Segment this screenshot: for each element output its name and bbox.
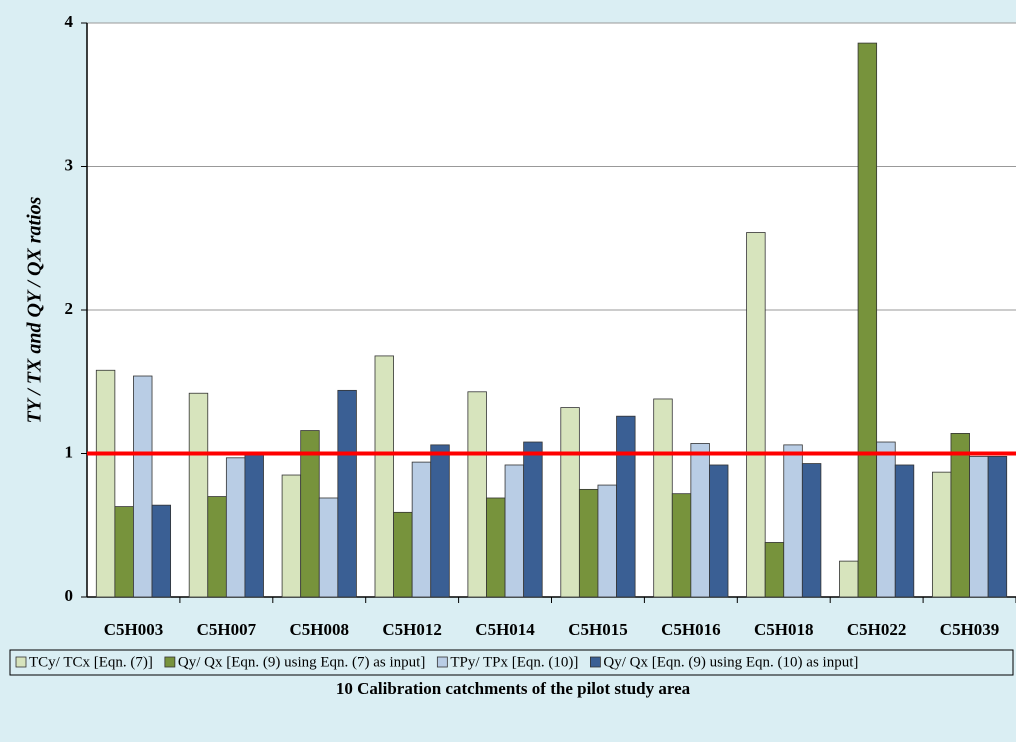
x-tick-label: C5H008 <box>290 620 350 639</box>
bar <box>987 455 1008 598</box>
bar <box>300 430 320 598</box>
bar <box>597 484 617 598</box>
legend-swatch <box>590 656 601 668</box>
legend <box>9 649 1014 676</box>
bar <box>969 455 989 598</box>
x-tick-label: C5H015 <box>568 620 628 639</box>
x-tick-label: C5H003 <box>104 620 164 639</box>
bar <box>467 391 487 598</box>
bar <box>616 415 636 598</box>
bar <box>225 457 246 598</box>
bar <box>783 444 803 598</box>
bar <box>764 542 785 598</box>
bar <box>671 493 692 598</box>
legend-label: TPy/ TPx [Eqn. (10)] <box>450 654 578 670</box>
x-tick-label: C5H022 <box>847 620 907 639</box>
bar <box>857 42 878 598</box>
bar <box>374 355 394 598</box>
bar <box>114 506 134 598</box>
y-tick-label: 2 <box>65 299 74 318</box>
bar <box>486 497 506 598</box>
bar <box>746 232 766 598</box>
x-tick-label: C5H007 <box>197 620 257 639</box>
bar <box>709 464 729 598</box>
x-tick-label: C5H039 <box>940 620 1000 639</box>
bar <box>876 441 896 598</box>
bar <box>894 464 915 598</box>
bar <box>653 398 673 598</box>
legend-swatch <box>164 656 176 668</box>
bar <box>523 441 543 598</box>
bar <box>244 451 264 598</box>
bar <box>411 461 432 598</box>
y-tick-label: 0 <box>65 586 74 605</box>
bar <box>839 560 859 598</box>
x-tick-label: C5H016 <box>661 620 721 639</box>
legend-label: TCy/ TCx [Eqn. (7)] <box>29 654 153 670</box>
legend-label: Qy/ Qx [Eqn. (9) using Eqn. (10) as inpu… <box>603 654 858 670</box>
bar <box>690 443 710 598</box>
x-tick-label: C5H012 <box>382 620 442 639</box>
legend-swatch <box>15 656 27 668</box>
bar <box>430 444 450 598</box>
legend-swatch <box>436 656 448 668</box>
y-tick-label: 1 <box>65 442 74 461</box>
bar <box>504 464 525 598</box>
bar <box>560 407 580 598</box>
y-tick-label: 3 <box>65 155 74 174</box>
bar <box>188 392 209 598</box>
bar <box>337 389 357 598</box>
bar <box>151 504 172 598</box>
bar <box>578 488 599 598</box>
bar <box>318 497 339 598</box>
bar <box>281 474 302 598</box>
bar <box>931 471 952 598</box>
legend-label: Qy/ Qx [Eqn. (9) using Eqn. (7) as input… <box>178 654 425 670</box>
bar <box>133 375 153 598</box>
y-tick-label: 4 <box>65 12 74 31</box>
x-tick-label: C5H014 <box>475 620 535 639</box>
bar <box>393 511 413 598</box>
x-axis-label: 10 Calibration catchments of the pilot s… <box>336 679 691 698</box>
bar <box>207 496 227 598</box>
bar <box>95 369 116 598</box>
x-tick-label: C5H018 <box>754 620 814 639</box>
bar <box>801 463 822 598</box>
y-axis-label: TY / TX and QY / QX ratios <box>24 196 46 423</box>
bar <box>950 433 970 598</box>
